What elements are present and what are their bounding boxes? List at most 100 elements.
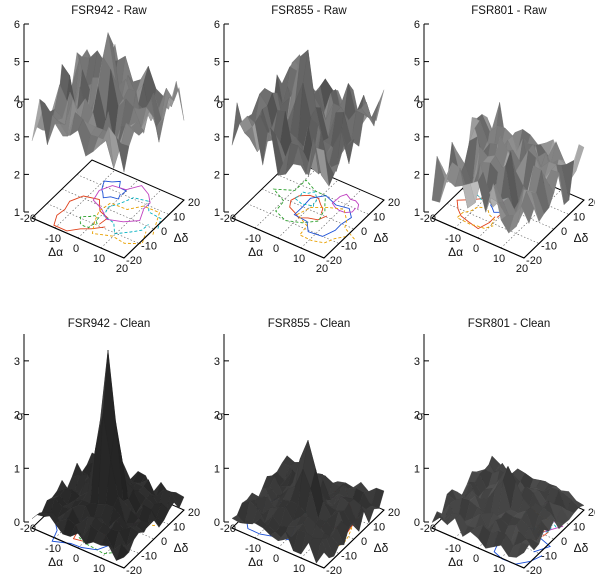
y-tick-label: -10	[141, 241, 157, 253]
x-tick-label: -10	[245, 233, 261, 245]
x-tick-label: 10	[93, 253, 105, 265]
z-tick-label: 3	[214, 132, 220, 144]
z-tick-label: 1	[14, 207, 20, 219]
y-axis-line	[123, 199, 185, 259]
x-axis-line	[431, 217, 525, 259]
y-tick-label: -10	[141, 551, 157, 563]
panel-title: FSR801 - Clean	[468, 318, 550, 330]
y-tick-label: 0	[361, 226, 367, 238]
y-tick-label: 10	[573, 212, 585, 224]
y-tick-label: -10	[541, 551, 557, 563]
z-tick-label: 6	[14, 19, 20, 31]
z-tick-label: 6	[414, 19, 420, 31]
x-tick-label: -20	[20, 523, 36, 535]
z-tick-label: 2	[414, 410, 420, 422]
y-tick-label: 10	[373, 522, 385, 534]
z-tick-label: 2	[414, 169, 420, 181]
z-tick-label: 5	[14, 57, 20, 69]
x-tick-label: 0	[73, 553, 79, 565]
y-tick-label: -20	[126, 565, 142, 574]
panel-1: FSR942 - Raw123456σ-20-1001020Δα-20-1001…	[14, 5, 200, 275]
x-tick-label: -10	[445, 543, 461, 555]
z-tick-label: 4	[214, 94, 220, 106]
contour-line	[92, 185, 151, 223]
z-axis-label: σ	[416, 409, 424, 423]
panel-4: FSR942 - Clean0123σ-20-1001020Δα-20-1001…	[14, 318, 200, 574]
y-axis-label: Δδ	[174, 541, 189, 555]
x-tick-label: 20	[316, 263, 328, 275]
x-tick-label: 10	[293, 253, 305, 265]
y-axis-label: Δδ	[374, 541, 389, 555]
grid-line	[446, 203, 540, 244]
z-tick-label: 1	[214, 463, 220, 475]
z-tick-label: 0	[214, 517, 220, 529]
x-axis-line	[31, 527, 125, 569]
surface-facet	[431, 156, 445, 203]
contour-line	[293, 191, 317, 207]
z-tick-label: 1	[214, 207, 220, 219]
x-tick-label: 0	[273, 243, 279, 255]
y-tick-label: -10	[541, 241, 557, 253]
z-axis-label: σ	[16, 409, 24, 423]
contour-line	[79, 215, 100, 228]
y-axis-label: Δδ	[374, 231, 389, 245]
y-axis-line	[523, 509, 585, 569]
y-axis-line	[323, 199, 385, 259]
z-axis-label: σ	[216, 97, 224, 111]
x-tick-label: 0	[473, 243, 479, 255]
panel-2: FSR855 - Raw123456σ-20-1001020Δα-20-1001…	[214, 5, 400, 275]
y-tick-label: -20	[526, 255, 542, 267]
y-tick-label: 10	[173, 212, 185, 224]
contour-line	[53, 195, 109, 232]
contour-line	[289, 194, 328, 221]
y-tick-label: 10	[373, 212, 385, 224]
panel-title: FSR942 - Clean	[68, 318, 150, 330]
x-tick-label: -20	[20, 213, 36, 225]
x-tick-label: -20	[420, 213, 436, 225]
grid-line	[46, 203, 140, 244]
x-axis-label: Δα	[48, 555, 63, 569]
panel-3: FSR801 - Raw123456σ-20-1001020Δα-20-1001…	[414, 5, 595, 275]
grid-line	[246, 203, 340, 244]
x-axis-line	[31, 217, 125, 259]
surface-facet	[516, 542, 530, 558]
x-axis-line	[431, 527, 525, 569]
y-axis-label: Δδ	[574, 541, 589, 555]
x-tick-label: -10	[245, 543, 261, 555]
y-axis-label: Δδ	[174, 231, 189, 245]
y-tick-label: 10	[573, 522, 585, 534]
z-axis-label: σ	[216, 409, 224, 423]
z-tick-label: 4	[414, 94, 420, 106]
panels: FSR942 - Raw123456σ-20-1001020Δα-20-1001…	[14, 5, 595, 574]
z-tick-label: 3	[214, 356, 220, 368]
z-tick-label: 5	[414, 57, 420, 69]
y-tick-label: 0	[161, 226, 167, 238]
x-axis-line	[231, 527, 325, 569]
y-tick-label: -20	[326, 255, 342, 267]
y-tick-label: 0	[561, 226, 567, 238]
z-tick-label: 2	[214, 410, 220, 422]
x-tick-label: -10	[445, 233, 461, 245]
y-tick-label: -10	[341, 241, 357, 253]
z-tick-label: 3	[414, 356, 420, 368]
grid-line	[76, 174, 170, 215]
x-axis-label: Δα	[448, 555, 463, 569]
y-tick-label: 0	[361, 536, 367, 548]
panel-5: FSR855 - Clean0123σ-20-1001020Δα-20-1001…	[214, 318, 400, 574]
x-tick-label: -10	[45, 543, 61, 555]
z-tick-label: 5	[214, 57, 220, 69]
z-tick-label: 2	[214, 169, 220, 181]
surface-facet	[516, 205, 530, 227]
y-axis-line	[523, 199, 585, 259]
grid-line	[276, 174, 370, 215]
z-tick-label: 3	[14, 132, 20, 144]
surface-facet	[316, 147, 330, 187]
x-axis-label: Δα	[48, 245, 63, 259]
z-tick-label: 0	[14, 517, 20, 529]
panel-title: FSR855 - Raw	[271, 5, 347, 17]
x-tick-label: 10	[493, 253, 505, 265]
x-tick-label: -20	[420, 523, 436, 535]
x-axis-label: Δα	[448, 245, 463, 259]
y-tick-label: 20	[388, 197, 400, 209]
